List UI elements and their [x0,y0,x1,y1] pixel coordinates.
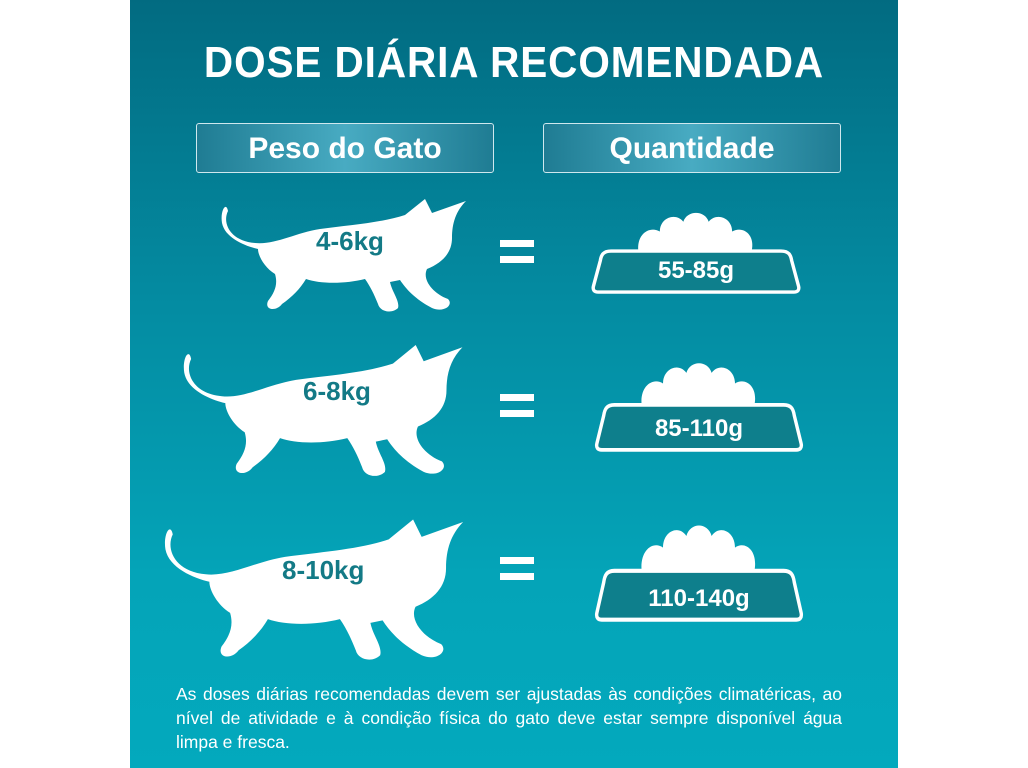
equals-sign [500,240,534,272]
cat-weight-label: 8-10kg [282,555,365,585]
quantity-label: 110-140g [648,585,750,612]
page-title: DOSE DIÁRIA RECOMENDADA [203,38,825,87]
food-bowl-icon: 55-85g [587,210,805,294]
cat-silhouette-icon [183,344,463,476]
food-bowl-icon: 110-140g [593,522,805,622]
cat-silhouette-icon [164,519,464,660]
cat-weight-label: 6-8kg [303,376,371,406]
cat-weight-label: 4-6kg [316,226,384,256]
equals-sign [500,557,534,589]
quantity-header: Quantidade [543,123,841,173]
quantity-label: 55-85g [657,257,735,284]
weight-header: Peso do Gato [196,123,494,173]
equals-sign [500,394,534,426]
food-bowl-icon: 85-110g [593,360,805,452]
quantity-label: 85-110g [654,415,744,442]
feeding-note: As doses diárias recomendadas devem ser … [176,684,842,752]
infographic-panel: DOSE DIÁRIA RECOMENDADA Peso do Gato Qua… [130,0,898,768]
